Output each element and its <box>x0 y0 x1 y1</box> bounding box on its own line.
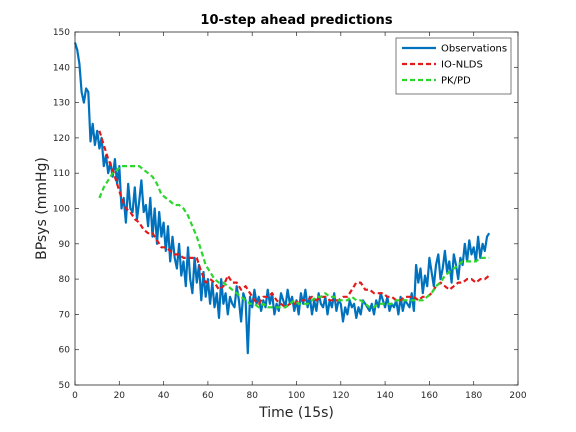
x-tick-label: 200 <box>509 391 526 401</box>
x-tick-label: 140 <box>377 391 394 401</box>
legend-label: IO-NLDS <box>441 60 483 71</box>
y-axis-title: BPsys (mmHg) <box>34 157 50 260</box>
y-tick-label: 120 <box>53 134 70 144</box>
series-line-observations <box>73 42 491 355</box>
ticks-layer: 0 20 40 60 80 100 120 140 160 180 200 50 60 70 80 90 100… <box>53 28 527 401</box>
legend: Observations IO-NLDS PK/PD <box>395 37 512 95</box>
x-tick-label: 80 <box>246 391 258 401</box>
x-axis-title: Time (15s) <box>258 405 334 421</box>
legend-label: Observations <box>441 44 507 55</box>
y-tick-label: 80 <box>59 275 71 285</box>
x-tick-label: 0 <box>72 391 78 401</box>
x-tick-label: 100 <box>288 391 305 401</box>
series-layer <box>73 42 491 355</box>
y-tick-label: 90 <box>59 240 71 250</box>
y-tick-label: 60 <box>59 346 71 356</box>
x-tick-label: 120 <box>332 391 349 401</box>
y-tick-label: 130 <box>53 99 70 109</box>
x-tick-label: 160 <box>421 391 438 401</box>
x-tick-label: 60 <box>202 391 214 401</box>
y-tick-label: 70 <box>59 310 71 320</box>
series-line-pk-pd <box>98 165 490 309</box>
x-tick-label: 180 <box>465 391 482 401</box>
series-line-io-nlds <box>98 130 490 309</box>
legend-label: PK/PD <box>441 76 471 87</box>
x-tick-label: 20 <box>114 391 126 401</box>
y-tick-label: 50 <box>59 381 71 391</box>
y-tick-label: 140 <box>53 63 70 73</box>
x-tick-label: 40 <box>158 391 170 401</box>
y-tick-label: 100 <box>53 205 70 215</box>
chart-title: 10-step ahead predictions <box>200 13 392 28</box>
y-tick-label: 110 <box>53 169 70 179</box>
y-tick-label: 150 <box>53 28 70 38</box>
